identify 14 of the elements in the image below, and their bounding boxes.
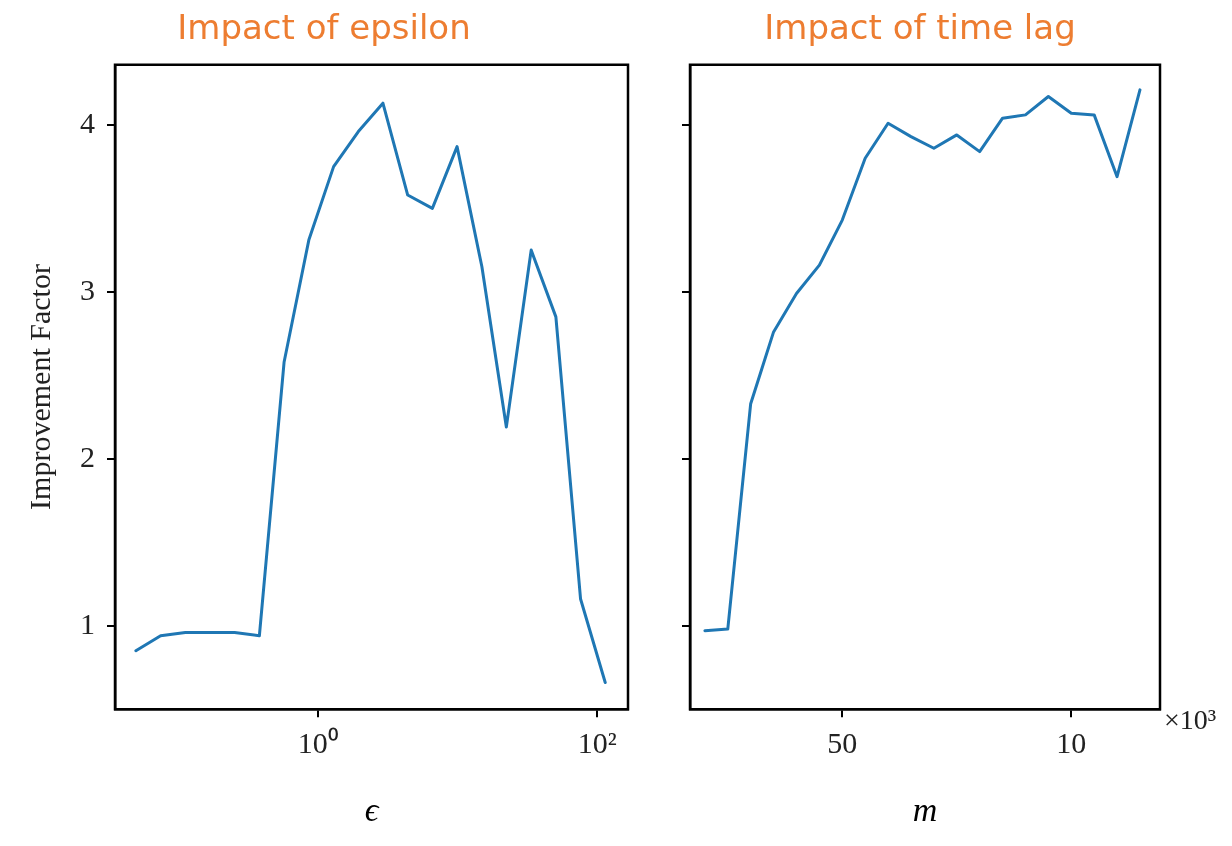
chart-title: Impact of epsilon (177, 7, 471, 48)
y-tick-label: 2 (80, 439, 95, 473)
x-axis-title: ϵ (364, 790, 380, 828)
y-tick-label: 4 (80, 105, 95, 139)
y-axis-title: Improvement Factor (22, 264, 56, 510)
x-axis-title: m (912, 790, 938, 828)
x-tick-label: 10² (577, 726, 617, 760)
x-tick-label: 10⁰ (297, 726, 339, 760)
y-tick-label: 3 (80, 272, 95, 306)
x-tick-label: 10 (1056, 726, 1087, 760)
text: ×10³ (1164, 703, 1217, 735)
x-tick-label: 50 (827, 726, 858, 760)
chart-title: Impact of time lag (764, 7, 1076, 48)
y-tick-label: 1 (80, 606, 95, 640)
